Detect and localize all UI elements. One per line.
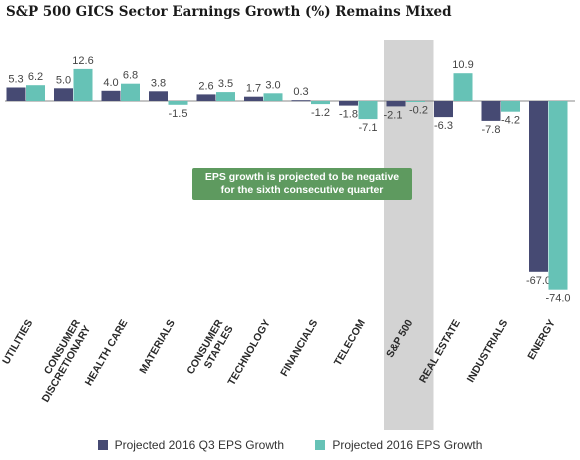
- legend-item-q3: Projected 2016 Q3 EPS Growth: [97, 438, 284, 452]
- value-label-q3-technology: 1.7: [246, 83, 261, 95]
- bar-annual-materials: [168, 101, 188, 105]
- value-label-q3-utilities: 5.3: [8, 74, 23, 86]
- bar-annual-consumer-staples: [216, 92, 235, 101]
- bar-q3-consumer-discretionary: [54, 88, 73, 102]
- category-label-line: UTILITIES: [0, 318, 35, 367]
- bar-annual-financials: [311, 101, 330, 105]
- category-label-line: FINANCIALS: [278, 318, 320, 379]
- bar-annual-industrials: [501, 101, 520, 112]
- category-label-consumer-staples: CONSUMERSTAPLES: [184, 317, 236, 382]
- bar-q3-health-care: [101, 90, 121, 101]
- value-label-q3-energy: -67.0: [526, 275, 551, 287]
- bar-q3-real-estate: [434, 101, 453, 118]
- bar-annual-consumer-discretionary: [73, 68, 93, 101]
- value-label-annual-consumer-discretionary: 12.6: [72, 55, 93, 67]
- bar-annual-technology: [263, 93, 283, 101]
- bar-q3-industrials: [481, 101, 501, 121]
- value-label-annual-energy: -74.0: [545, 293, 570, 305]
- bar-q3-utilities: [6, 87, 26, 101]
- bar-annual-health-care: [121, 83, 140, 101]
- value-label-q3-consumer-staples: 2.6: [198, 80, 213, 92]
- bar-q3-technology: [244, 96, 263, 101]
- value-label-annual-sandp-500: -0.2: [409, 105, 428, 117]
- annotation-line-1: EPS growth is projected to be negative: [204, 171, 400, 183]
- value-label-annual-utilities: 6.2: [28, 71, 43, 83]
- value-label-q3-telecom: -1.8: [339, 109, 358, 121]
- chart-title: S&P 500 GICS Sector Earnings Growth (%) …: [6, 4, 452, 20]
- bar-q3-sandp-500: [386, 101, 406, 107]
- legend: Projected 2016 Q3 EPS Growth Projected 2…: [0, 438, 580, 452]
- bar-annual-energy: [548, 101, 568, 290]
- value-label-annual-health-care: 6.8: [123, 70, 138, 82]
- bar-annual-sandp-500: [406, 101, 425, 102]
- bar-annual-real-estate: [453, 73, 473, 101]
- bar-q3-telecom: [339, 101, 358, 106]
- value-label-annual-consumer-staples: 3.5: [218, 78, 233, 90]
- legend-label-q3: Projected 2016 Q3 EPS Growth: [114, 438, 284, 452]
- legend-label-annual: Projected 2016 EPS Growth: [332, 438, 483, 452]
- legend-swatch-annual: [315, 440, 326, 450]
- legend-swatch-q3: [97, 440, 108, 450]
- value-label-annual-industrials: -4.2: [501, 115, 520, 127]
- value-label-q3-materials: 3.8: [151, 77, 166, 89]
- bar-q3-energy: [529, 101, 548, 272]
- category-label-materials: MATERIALS: [137, 318, 178, 376]
- annotation-line-2: for the sixth consecutive quarter: [220, 184, 384, 196]
- value-label-q3-consumer-discretionary: 5.0: [56, 74, 71, 86]
- bar-annual-utilities: [26, 85, 45, 101]
- bar-q3-consumer-staples: [196, 94, 216, 101]
- bar-annual-telecom: [358, 101, 378, 120]
- value-label-q3-real-estate: -6.3: [434, 120, 453, 132]
- category-label-telecom: TELECOM: [332, 317, 368, 368]
- category-label-industrials: INDUSTRIALS: [465, 318, 511, 385]
- annotation-callout: EPS growth is projected to be negative f…: [192, 168, 412, 200]
- value-label-annual-technology: 3.0: [265, 79, 280, 91]
- category-label-line: TELECOM: [332, 317, 368, 368]
- value-label-q3-financials: 0.3: [293, 86, 308, 98]
- value-label-annual-telecom: -7.1: [359, 122, 378, 134]
- value-label-annual-real-estate: 10.9: [452, 59, 473, 71]
- bar-q3-materials: [149, 91, 168, 101]
- category-label-energy: ENERGY: [525, 318, 558, 362]
- category-label-financials: FINANCIALS: [278, 318, 320, 379]
- category-label-utilities: UTILITIES: [0, 318, 35, 367]
- legend-item-annual: Projected 2016 EPS Growth: [315, 438, 482, 452]
- value-label-annual-financials: -1.2: [311, 107, 330, 119]
- bar-q3-financials: [291, 100, 311, 102]
- category-label-consumer-discretionary: CONSUMERDISCRETIONARY: [29, 317, 93, 404]
- category-label-line: INDUSTRIALS: [465, 318, 511, 385]
- value-label-q3-industrials: -7.8: [482, 124, 501, 136]
- value-label-annual-materials: -1.5: [169, 108, 188, 120]
- category-label-line: ENERGY: [525, 318, 558, 362]
- value-label-q3-sandp-500: -2.1: [384, 109, 403, 121]
- value-label-q3-health-care: 4.0: [103, 77, 118, 89]
- category-label-line: MATERIALS: [137, 318, 178, 376]
